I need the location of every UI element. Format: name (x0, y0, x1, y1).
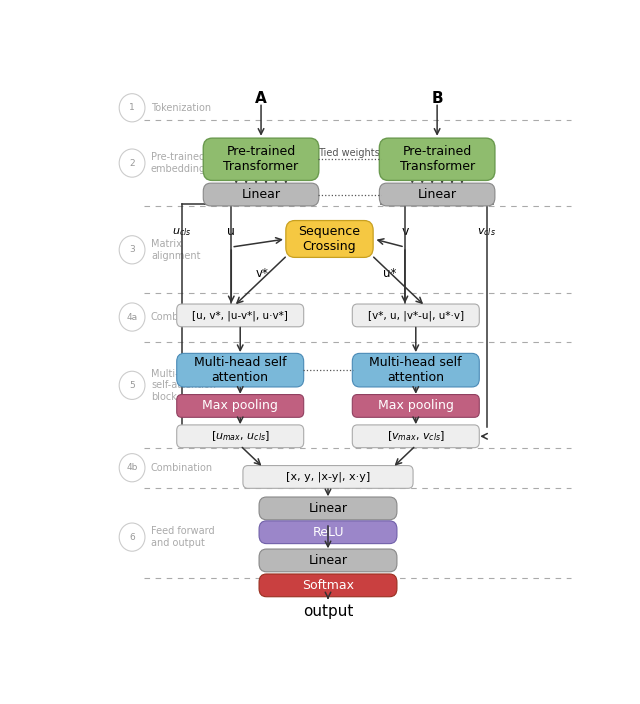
Text: [v*, u, |v*-u|, u*·v]: [v*, u, |v*-u|, u*·v] (368, 310, 464, 320)
Text: [x, y, |x-y|, x·y]: [x, y, |x-y|, x·y] (286, 472, 370, 482)
Text: A: A (255, 91, 267, 106)
Circle shape (119, 303, 145, 331)
Text: $v_{cls}$: $v_{cls}$ (477, 226, 496, 238)
Circle shape (119, 523, 145, 551)
Text: B: B (431, 91, 443, 106)
FancyBboxPatch shape (204, 183, 319, 206)
Text: Max pooling: Max pooling (378, 399, 454, 413)
Text: [$u_{max}$, $u_{cls}$]: [$u_{max}$, $u_{cls}$] (211, 429, 269, 444)
FancyBboxPatch shape (177, 394, 304, 417)
Circle shape (119, 236, 145, 264)
Circle shape (119, 149, 145, 177)
Text: 4b: 4b (126, 463, 138, 472)
Text: [$v_{max}$, $v_{cls}$]: [$v_{max}$, $v_{cls}$] (387, 429, 445, 444)
Text: Combination: Combination (151, 312, 213, 322)
FancyBboxPatch shape (259, 521, 397, 543)
Text: v*: v* (256, 267, 269, 280)
Text: $u_{cls}$: $u_{cls}$ (172, 226, 191, 238)
FancyBboxPatch shape (259, 497, 397, 520)
Text: 1: 1 (129, 103, 135, 113)
Text: u*: u* (383, 267, 397, 280)
Text: Multi-head self
attention: Multi-head self attention (369, 356, 462, 384)
Text: Linear: Linear (418, 188, 456, 201)
Text: u: u (227, 225, 236, 239)
FancyBboxPatch shape (259, 574, 397, 597)
Text: ReLU: ReLU (312, 526, 344, 539)
FancyBboxPatch shape (259, 549, 397, 572)
Text: 2: 2 (129, 158, 135, 168)
Text: Pre-trained
Transformer: Pre-trained Transformer (223, 145, 299, 173)
Text: output: output (303, 604, 353, 619)
Text: Tied weights: Tied weights (319, 149, 380, 158)
FancyBboxPatch shape (177, 304, 304, 327)
Text: 6: 6 (129, 533, 135, 541)
Text: Combination: Combination (151, 463, 213, 472)
Text: [u, v*, |u-v*|, u·v*]: [u, v*, |u-v*|, u·v*] (192, 310, 288, 320)
Circle shape (119, 371, 145, 399)
Circle shape (119, 94, 145, 122)
FancyBboxPatch shape (286, 220, 373, 258)
Text: 5: 5 (129, 381, 135, 390)
Text: Feed forward
and output: Feed forward and output (151, 527, 214, 548)
Text: Matrix
alignment: Matrix alignment (151, 239, 200, 260)
Text: Sequence
Crossing: Sequence Crossing (298, 225, 360, 253)
FancyBboxPatch shape (352, 304, 479, 327)
Text: Pre-trained
Transformer: Pre-trained Transformer (399, 145, 475, 173)
Text: Multi-head self
attention: Multi-head self attention (194, 356, 287, 384)
FancyBboxPatch shape (177, 353, 304, 387)
FancyBboxPatch shape (177, 425, 304, 448)
Circle shape (119, 453, 145, 482)
FancyBboxPatch shape (204, 138, 319, 180)
FancyBboxPatch shape (352, 425, 479, 448)
FancyBboxPatch shape (243, 465, 413, 489)
Text: Pre-trained
embeddings: Pre-trained embeddings (151, 152, 211, 174)
Text: Max pooling: Max pooling (202, 399, 278, 413)
Text: Linear: Linear (308, 554, 348, 567)
Text: Linear: Linear (241, 188, 280, 201)
FancyBboxPatch shape (352, 353, 479, 387)
Text: 4a: 4a (127, 313, 138, 322)
FancyBboxPatch shape (380, 183, 495, 206)
Text: Tokenization: Tokenization (151, 103, 211, 113)
FancyBboxPatch shape (380, 138, 495, 180)
FancyBboxPatch shape (352, 394, 479, 417)
Text: 3: 3 (129, 245, 135, 254)
Text: Multi-Head
self-attention
block: Multi-Head self-attention block (151, 369, 216, 402)
Text: Linear: Linear (308, 502, 348, 515)
Text: Softmax: Softmax (302, 579, 354, 592)
Text: v: v (401, 225, 408, 239)
